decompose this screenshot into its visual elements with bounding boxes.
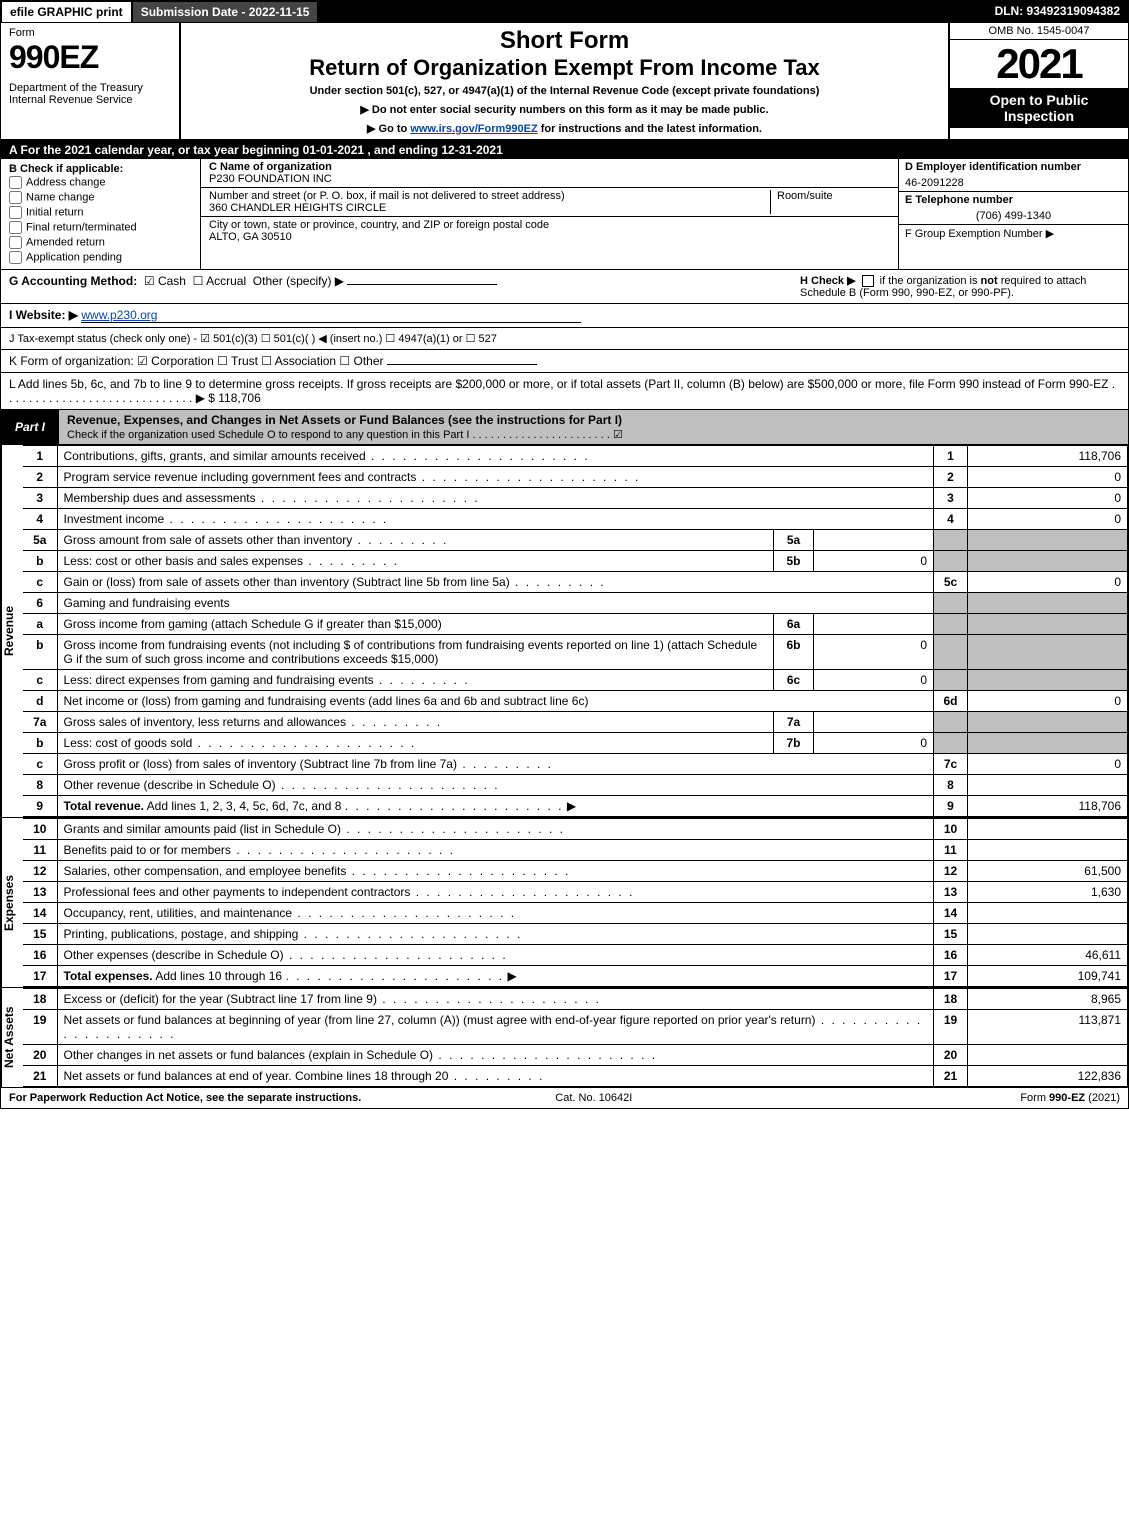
line-2: 2Program service revenue including gover…: [23, 467, 1128, 488]
line-11: 11Benefits paid to or for members11: [23, 840, 1128, 861]
line-15: 15Printing, publications, postage, and s…: [23, 924, 1128, 945]
block-b: B Check if applicable: Address change Na…: [1, 159, 201, 269]
footer: For Paperwork Reduction Act Notice, see …: [1, 1087, 1128, 1108]
form-label: Form: [9, 27, 171, 39]
part1-tab: Part I: [1, 417, 59, 437]
line-7b: bLess: cost of goods sold7b0: [23, 733, 1128, 754]
line-14: 14Occupancy, rent, utilities, and mainte…: [23, 903, 1128, 924]
org-street: 360 CHANDLER HEIGHTS CIRCLE: [209, 202, 386, 214]
line-18: 18Excess or (deficit) for the year (Subt…: [23, 989, 1128, 1010]
chk-amended-return[interactable]: Amended return: [9, 235, 192, 250]
line-a: A For the 2021 calendar year, or tax yea…: [1, 141, 1128, 159]
block-c: C Name of organization P230 FOUNDATION I…: [201, 159, 898, 269]
netassets-side-label: Net Assets: [1, 988, 23, 1087]
line-5c: cGain or (loss) from sale of assets othe…: [23, 572, 1128, 593]
line-5a: 5aGross amount from sale of assets other…: [23, 530, 1128, 551]
c-city-label: City or town, state or province, country…: [209, 219, 549, 231]
c-addr-label: Number and street (or P. O. box, if mail…: [209, 190, 565, 202]
submission-date: Submission Date - 2022-11-15: [132, 1, 319, 23]
line-6a: aGross income from gaming (attach Schedu…: [23, 614, 1128, 635]
cat-no: Cat. No. 10642I: [555, 1092, 632, 1104]
efile-print-label: efile GRAPHIC print: [1, 1, 132, 23]
line-6c: cLess: direct expenses from gaming and f…: [23, 670, 1128, 691]
ein: 46-2091228: [899, 175, 1128, 192]
line-7c: cGross profit or (loss) from sales of in…: [23, 754, 1128, 775]
b-title: B Check if applicable:: [9, 163, 192, 175]
revenue-side-label: Revenue: [1, 445, 23, 817]
irs-link[interactable]: www.irs.gov/Form990EZ: [410, 123, 537, 135]
website-link[interactable]: www.p230.org: [81, 308, 157, 322]
netassets-section: Net Assets 18Excess or (deficit) for the…: [1, 987, 1128, 1087]
row-j: J Tax-exempt status (check only one) - ☑…: [1, 328, 1128, 350]
telephone: (706) 499-1340: [899, 208, 1128, 225]
chk-initial-return[interactable]: Initial return: [9, 205, 192, 220]
revenue-table: 1Contributions, gifts, grants, and simil…: [23, 445, 1128, 817]
row-l: L Add lines 5b, 6c, and 7b to line 9 to …: [1, 373, 1128, 410]
open-to-public: Open to Public Inspection: [950, 88, 1128, 128]
org-name: P230 FOUNDATION INC: [209, 173, 332, 185]
header: Form 990EZ Department of the Treasury In…: [1, 23, 1128, 141]
line-12: 12Salaries, other compensation, and empl…: [23, 861, 1128, 882]
title-return: Return of Organization Exempt From Incom…: [189, 55, 940, 81]
part1-title: Revenue, Expenses, and Changes in Net As…: [59, 410, 1128, 444]
goto-link-line: ▶ Go to www.irs.gov/Form990EZ for instru…: [189, 116, 940, 135]
info-block: B Check if applicable: Address change Na…: [1, 159, 1128, 270]
line-6d: dNet income or (loss) from gaming and fu…: [23, 691, 1128, 712]
paperwork-notice: For Paperwork Reduction Act Notice, see …: [9, 1092, 361, 1104]
f-group-label: F Group Exemption Number ▶: [899, 225, 1128, 242]
c-name-label: C Name of organization: [209, 161, 332, 173]
line-4: 4Investment income40: [23, 509, 1128, 530]
under-section: Under section 501(c), 527, or 4947(a)(1)…: [189, 81, 940, 97]
revenue-section: Revenue 1Contributions, gifts, grants, a…: [1, 444, 1128, 817]
h-checkbox[interactable]: [862, 275, 874, 287]
form-number: 990EZ: [9, 39, 171, 76]
row-i: I Website: ▶ www.p230.org: [1, 304, 1128, 328]
tax-exempt-status: J Tax-exempt status (check only one) - ☑…: [9, 333, 497, 345]
line-20: 20Other changes in net assets or fund ba…: [23, 1045, 1128, 1066]
line-3: 3Membership dues and assessments30: [23, 488, 1128, 509]
line-16: 16Other expenses (describe in Schedule O…: [23, 945, 1128, 966]
form-990ez: efile GRAPHIC print Submission Date - 20…: [0, 0, 1129, 1109]
gross-receipts: L Add lines 5b, 6c, and 7b to line 9 to …: [9, 377, 1115, 405]
line-8: 8Other revenue (describe in Schedule O)8: [23, 775, 1128, 796]
tax-year: 2021: [950, 40, 1128, 88]
line-17: 17Total expenses. Add lines 10 through 1…: [23, 966, 1128, 987]
form-of-org: K Form of organization: ☑ Corporation ☐ …: [9, 354, 384, 368]
line-19: 19Net assets or fund balances at beginni…: [23, 1010, 1128, 1045]
row-g-h: G Accounting Method: ☑ Cash ☐ Accrual Ot…: [1, 270, 1128, 304]
d-label: D Employer identification number: [899, 159, 1128, 175]
line-1: 1Contributions, gifts, grants, and simil…: [23, 446, 1128, 467]
line-9: 9Total revenue. Add lines 1, 2, 3, 4, 5c…: [23, 796, 1128, 817]
part1-header: Part I Revenue, Expenses, and Changes in…: [1, 410, 1128, 444]
title-short-form: Short Form: [189, 27, 940, 55]
chk-final-return[interactable]: Final return/terminated: [9, 220, 192, 235]
line-21: 21Net assets or fund balances at end of …: [23, 1066, 1128, 1087]
line-6b: bGross income from fundraising events (n…: [23, 635, 1128, 670]
netassets-table: 18Excess or (deficit) for the year (Subt…: [23, 988, 1128, 1087]
row-k: K Form of organization: ☑ Corporation ☐ …: [1, 350, 1128, 373]
e-tel-label: E Telephone number: [899, 192, 1128, 208]
warning-ssn: ▶ Do not enter social security numbers o…: [189, 97, 940, 116]
chk-name-change[interactable]: Name change: [9, 190, 192, 205]
expenses-section: Expenses 10Grants and similar amounts pa…: [1, 817, 1128, 987]
line-5b: bLess: cost or other basis and sales exp…: [23, 551, 1128, 572]
line-10: 10Grants and similar amounts paid (list …: [23, 819, 1128, 840]
org-city: ALTO, GA 30510: [209, 231, 292, 243]
dln: DLN: 93492319094382: [987, 1, 1128, 23]
line-7a: 7aGross sales of inventory, less returns…: [23, 712, 1128, 733]
c-room-label: Room/suite: [777, 190, 833, 202]
line-6: 6Gaming and fundraising events: [23, 593, 1128, 614]
chk-address-change[interactable]: Address change: [9, 175, 192, 190]
block-d: D Employer identification number 46-2091…: [898, 159, 1128, 269]
dept-label: Department of the Treasury Internal Reve…: [9, 76, 171, 106]
chk-application-pending[interactable]: Application pending: [9, 250, 192, 265]
omb-number: OMB No. 1545-0047: [950, 23, 1128, 40]
line-13: 13Professional fees and other payments t…: [23, 882, 1128, 903]
expenses-side-label: Expenses: [1, 818, 23, 987]
top-bar: efile GRAPHIC print Submission Date - 20…: [1, 1, 1128, 23]
expenses-table: 10Grants and similar amounts paid (list …: [23, 818, 1128, 987]
form-ref: Form 990-EZ (2021): [1020, 1092, 1120, 1104]
